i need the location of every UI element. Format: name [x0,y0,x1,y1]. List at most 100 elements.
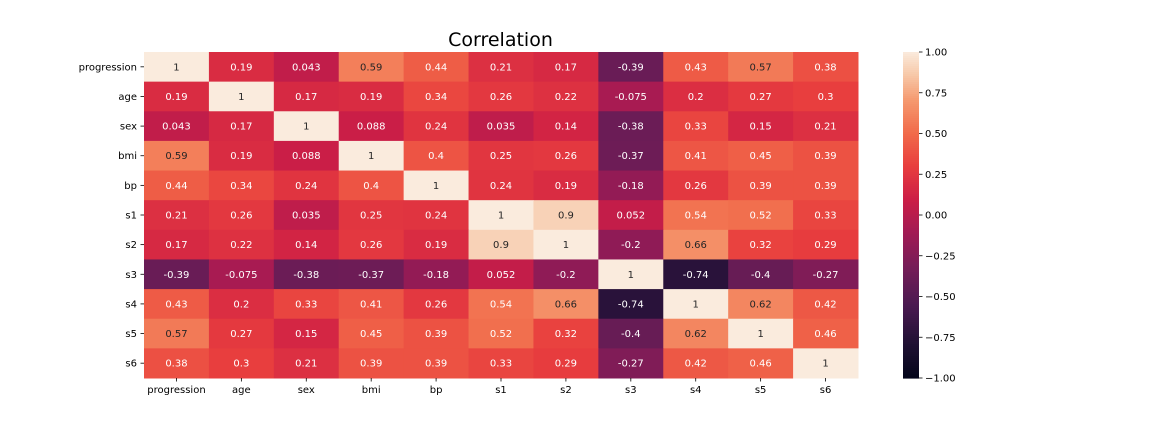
heatmap-cell [144,170,210,201]
cell-value-label: 0.29 [814,240,836,251]
colorbar-segment [903,102,919,105]
heatmap-cell [403,52,470,83]
colorbar-segment [903,208,919,211]
cell-value-label: 0.22 [555,92,577,103]
heatmap-cell [663,289,729,320]
colorbar-segment [903,314,919,317]
heatmap-cell [663,140,729,172]
colorbar-segment [903,320,919,323]
colorbar-tick-label: −0.75 [925,333,956,344]
colorbar-segment [903,306,919,309]
heatmap-cell [273,289,340,320]
cell-value-label: 0.24 [425,211,447,222]
heatmap-cell [403,170,470,201]
colorbar-segment [903,370,919,373]
colorbar-segment [903,64,919,67]
colorbar-segment [903,188,919,191]
heatmap-cell [728,229,794,260]
cell-value-label: 0.088 [292,151,321,162]
y-tick-label: bp [124,181,137,192]
colorbar-segment [903,210,919,213]
colorbar-segment [903,282,919,285]
colorbar-segment [903,300,919,303]
heatmap-cell [208,81,275,112]
cell-value-label: 0.17 [230,122,252,133]
colorbar-segment [903,158,919,161]
cell-value-label: 0.26 [490,92,512,103]
heatmap-cell [598,229,664,260]
cell-value-label: 0.3 [233,359,249,370]
cell-value-label: 0.043 [162,122,191,133]
cell-value-label: -0.4 [751,270,771,281]
cell-value-label: 0.27 [750,92,772,103]
cell-value-label: -0.74 [618,299,644,310]
colorbar-segment [903,376,919,379]
colorbar-segment [903,52,919,55]
heatmap-cell [598,140,664,172]
heatmap-cell [663,111,729,142]
heatmap-cell [793,170,859,201]
cell-value-label: 0.26 [230,211,252,222]
colorbar-segment [903,270,919,273]
heatmap-cell [598,259,664,290]
heatmap-cell [338,140,405,172]
heatmap-cell [598,170,664,201]
cell-value-label: 0.26 [425,299,447,310]
heatmap-cell [793,259,859,290]
cell-value-label: 0.32 [555,329,577,340]
heatmap-cell [728,318,794,349]
colorbar-segment [903,302,919,305]
colorbar-segment [903,284,919,287]
heatmap-cell [793,318,859,349]
cell-value-label: -0.18 [618,181,644,192]
colorbar-segment [903,336,919,339]
colorbar-segment [903,362,919,365]
cell-value-label: 0.24 [490,181,512,192]
colorbar-segment [903,136,919,139]
colorbar-segment [903,304,919,307]
colorbar-segment [903,74,919,77]
heatmap-cell [468,140,534,172]
cell-value-label: 0.24 [295,181,317,192]
colorbar-segment [903,374,919,377]
heatmap-cell [468,318,534,349]
y-tick-label: s6 [125,359,137,370]
x-tick-label: s4 [690,385,702,396]
heatmap-cell [338,348,405,379]
cell-value-label: 0.25 [360,211,382,222]
heatmap-cell [208,259,275,290]
heatmap-cell [663,259,729,290]
colorbar-tick-label: 0.50 [925,129,947,140]
heatmap-cell [663,200,729,231]
colorbar-segment [903,338,919,341]
colorbar-segment [903,296,919,299]
colorbar-segment [903,104,919,107]
cell-value-label: 0.39 [425,359,447,370]
x-tick-label: bp [430,385,443,396]
heatmap-cell [403,348,470,379]
heatmap-cell [793,200,859,231]
cell-value-label: 0.39 [360,359,382,370]
colorbar-segment [903,256,919,259]
colorbar-segment [903,290,919,293]
heatmap-cell [403,200,470,231]
heatmap-cell [468,289,534,320]
colorbar-segment [903,138,919,141]
cell-value-label: -0.37 [358,270,384,281]
heatmap-cell [728,348,794,379]
colorbar-segment [903,56,919,59]
cell-value-label: 0.052 [487,270,516,281]
heatmap-cell [208,289,275,320]
heatmap-cell [598,200,664,231]
heatmap-cell [468,348,534,379]
cell-value-label: 0.66 [685,240,707,251]
cell-value-label: 0.42 [685,359,707,370]
cell-value-label: 1 [303,122,309,133]
colorbar-segment [903,276,919,279]
heatmap-cell [728,81,794,112]
colorbar-segment [903,204,919,207]
colorbar-segment [903,340,919,343]
colorbar-segment [903,92,919,95]
colorbar-segment [903,226,919,229]
colorbar-segment [903,192,919,195]
